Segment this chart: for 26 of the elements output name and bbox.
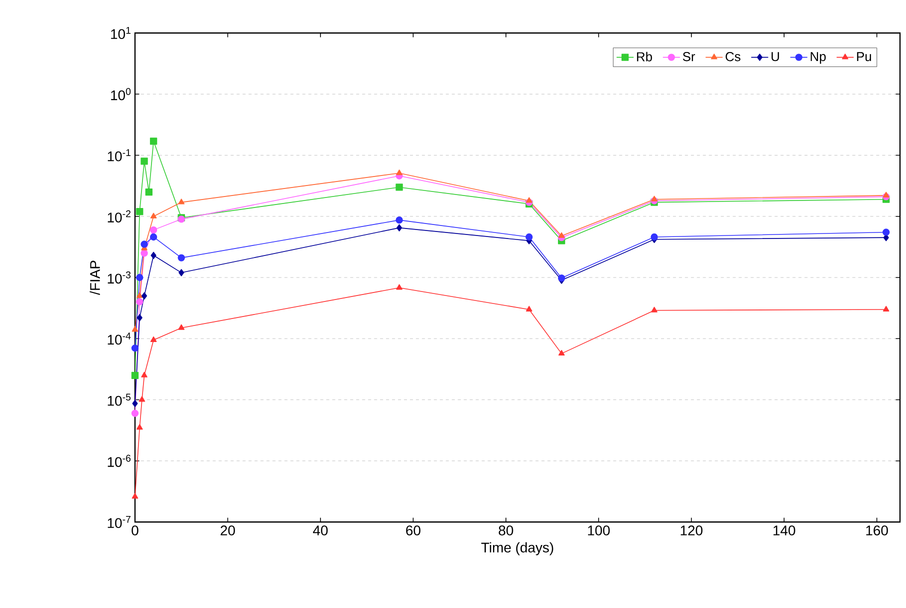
x-tick-label: 20 xyxy=(220,526,235,536)
y-tick-label: 10$^{-3}$ xyxy=(108,271,131,284)
y-tick-label: 10$^{-7}$ xyxy=(108,516,130,528)
y-tick-label: 10$^{1}$ xyxy=(111,26,131,40)
legend-label: Rb xyxy=(637,52,652,62)
y-tick-label: 10$^{-6}$ xyxy=(108,454,131,467)
y-tick-label: 10$^{-1}$ xyxy=(108,149,131,162)
x-tick-label: 120 xyxy=(680,526,702,536)
x-axis-title: Time (days) xyxy=(481,542,554,556)
y-tick-label: 10$^{0}$ xyxy=(111,88,131,100)
x-tick-label: 40 xyxy=(313,526,328,536)
y-tick-label: 10$^{-2}$ xyxy=(108,210,130,222)
x-tick-label: 140 xyxy=(774,526,796,536)
legend-label: Np xyxy=(810,52,826,64)
x-tick-label: 160 xyxy=(866,526,888,536)
legend-label: Pu xyxy=(857,52,872,62)
x-tick-label: 0 xyxy=(132,526,138,536)
x-tick-label: 100 xyxy=(588,526,610,536)
y-axis-title: /FIAP xyxy=(90,260,100,295)
x-tick-label: 80 xyxy=(498,526,514,536)
x-tick-label: 60 xyxy=(406,526,420,536)
legend-label: Cs xyxy=(726,52,740,62)
legend-label: U xyxy=(772,52,779,62)
y-tick-label: 10$^{-4}$ xyxy=(108,332,131,345)
y-tick-label: 10$^{-5}$ xyxy=(108,394,131,406)
legend-label: Sr xyxy=(682,52,696,62)
